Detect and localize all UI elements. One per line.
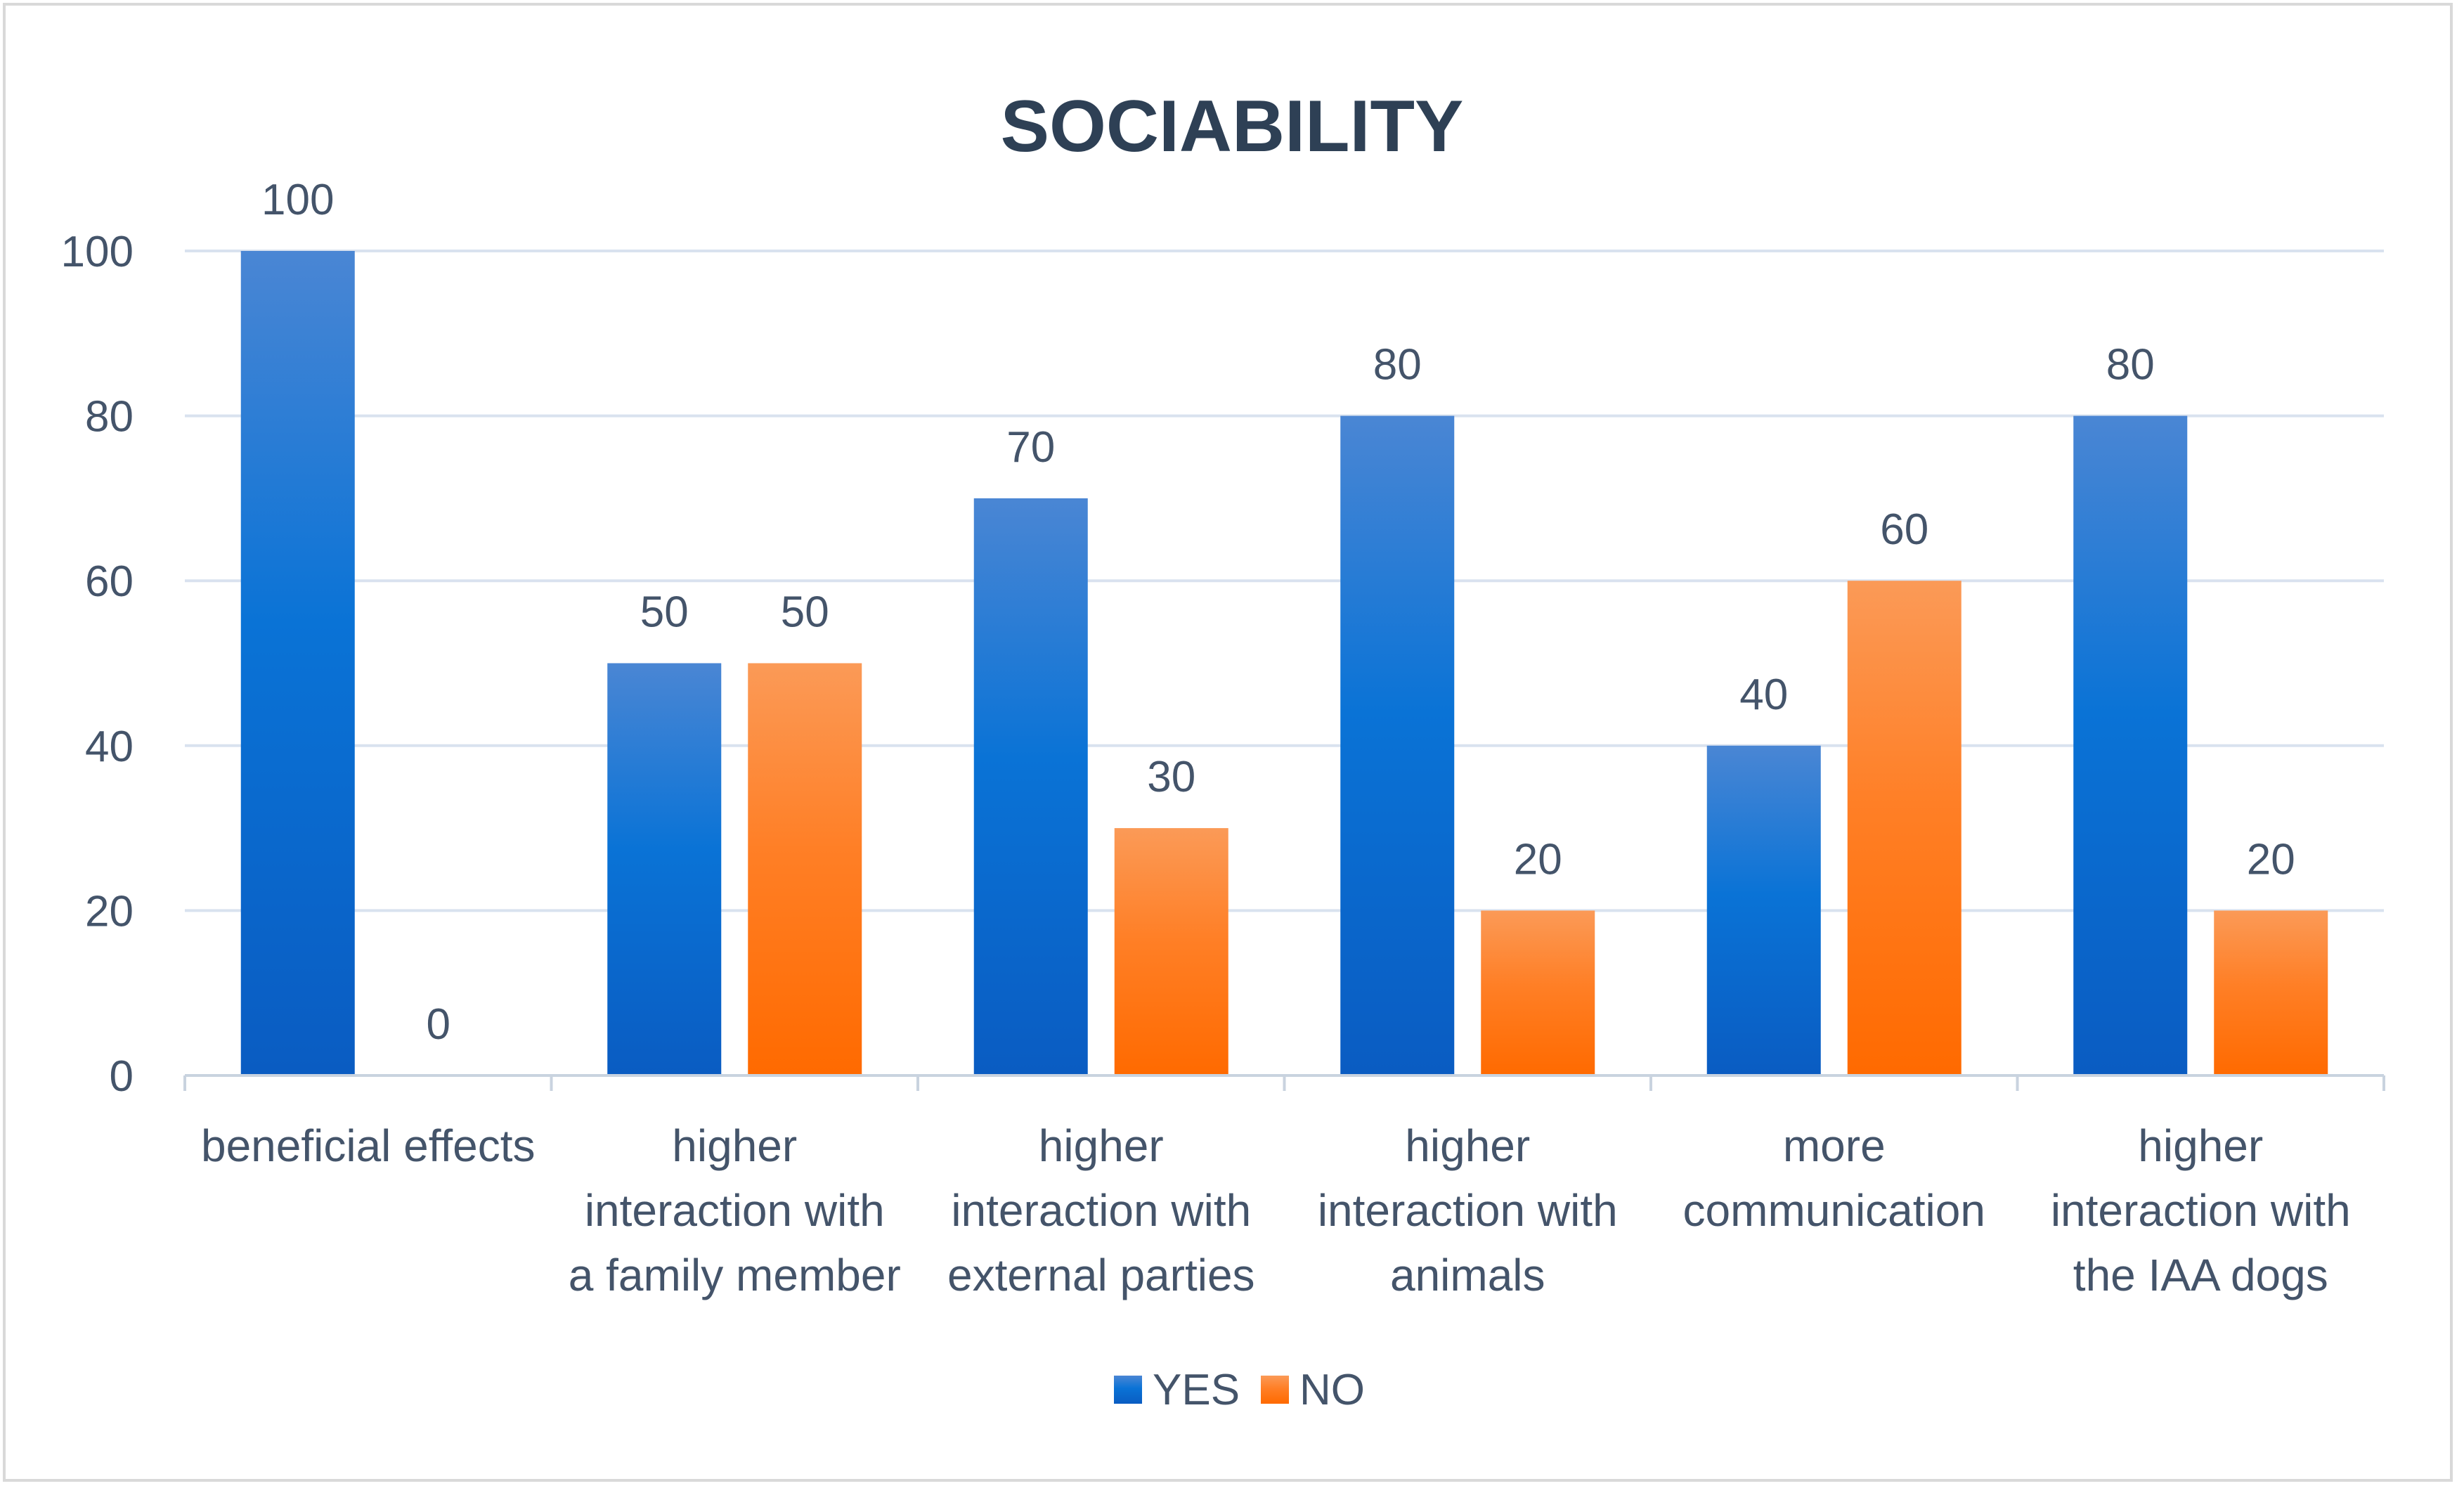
data-label-yes: 80 (1373, 341, 1422, 389)
bar-no (2214, 910, 2328, 1075)
y-tick-label: 60 (85, 557, 134, 606)
bar-no (1481, 910, 1595, 1075)
category-label-line: interaction with (951, 1185, 1251, 1236)
data-label-no: 60 (1880, 505, 1928, 554)
y-tick-label: 40 (85, 723, 134, 771)
bar-no (1114, 828, 1228, 1075)
category-label-line: more (1783, 1120, 1886, 1171)
category-label-line: beneficial effects (201, 1120, 536, 1171)
category-label-line: interaction with (585, 1185, 885, 1236)
data-label-no: 30 (1147, 753, 1195, 801)
category-labels: beneficial effects higher interaction with… (201, 1120, 2351, 1300)
category-label: beneficial effects (201, 1120, 536, 1171)
data-label-no: 20 (2247, 835, 2295, 884)
data-label-yes: 40 (1739, 671, 1788, 719)
legend: YES NO (1114, 1366, 1365, 1414)
category-label: higher interaction with the IAA dogs (2051, 1120, 2351, 1300)
category-label-line: higher (1405, 1120, 1530, 1171)
legend-swatch-yes (1114, 1376, 1142, 1404)
bar-yes (973, 498, 1088, 1075)
data-label-no: 50 (781, 588, 829, 637)
bar-yes (2073, 415, 2188, 1075)
category-label: higher interaction with animals (1318, 1120, 1618, 1300)
category-label-line: the IAA dogs (2073, 1250, 2328, 1300)
category-label-line: external parties (947, 1250, 1255, 1300)
gridlines (185, 250, 2384, 912)
legend-label-yes: YES (1153, 1366, 1240, 1414)
y-tick-label: 20 (85, 887, 134, 936)
bar-yes (607, 663, 722, 1075)
bar-no (748, 663, 862, 1075)
y-tick-label: 0 (110, 1052, 134, 1101)
legend-swatch-no (1261, 1376, 1289, 1404)
x-axis (183, 1074, 2385, 1091)
category-label-line: higher (1039, 1120, 1164, 1171)
category-label-line: interaction with (2051, 1185, 2351, 1236)
data-labels: 100 50 70 80 40 80 0 50 30 20 60 20 (261, 176, 2295, 1049)
data-label-yes: 50 (640, 588, 689, 637)
y-tick-label: 80 (85, 393, 134, 441)
y-axis-ticks: 0 20 40 60 80 100 (61, 228, 134, 1101)
data-label-yes: 70 (1006, 423, 1055, 472)
chart-title: SOCIABILITY (1001, 86, 1464, 167)
bar-no (1847, 581, 1962, 1075)
data-label-yes: 80 (2106, 341, 2155, 389)
bar-yes (1706, 745, 1821, 1075)
category-label: higher interaction with a family member (569, 1120, 901, 1300)
legend-label-no: NO (1299, 1366, 1365, 1414)
category-label-line: animals (1390, 1250, 1545, 1300)
category-label-line: interaction with (1318, 1185, 1618, 1236)
chart-frame (3, 3, 2453, 1482)
category-label-line: a family member (569, 1250, 901, 1300)
bar-yes (240, 251, 355, 1075)
category-label-line: higher (672, 1120, 797, 1171)
data-label-yes: 100 (261, 176, 334, 224)
category-label-line: higher (2138, 1120, 2263, 1171)
category-label-line: communication (1683, 1185, 1985, 1236)
data-label-no: 20 (1514, 835, 1562, 884)
data-label-no: 0 (427, 1000, 450, 1049)
bar-yes (1340, 415, 1455, 1075)
category-label: more communication (1683, 1120, 1985, 1236)
y-tick-label: 100 (61, 228, 134, 276)
bars (240, 251, 2328, 1075)
category-label: higher interaction with external parties (947, 1120, 1255, 1300)
